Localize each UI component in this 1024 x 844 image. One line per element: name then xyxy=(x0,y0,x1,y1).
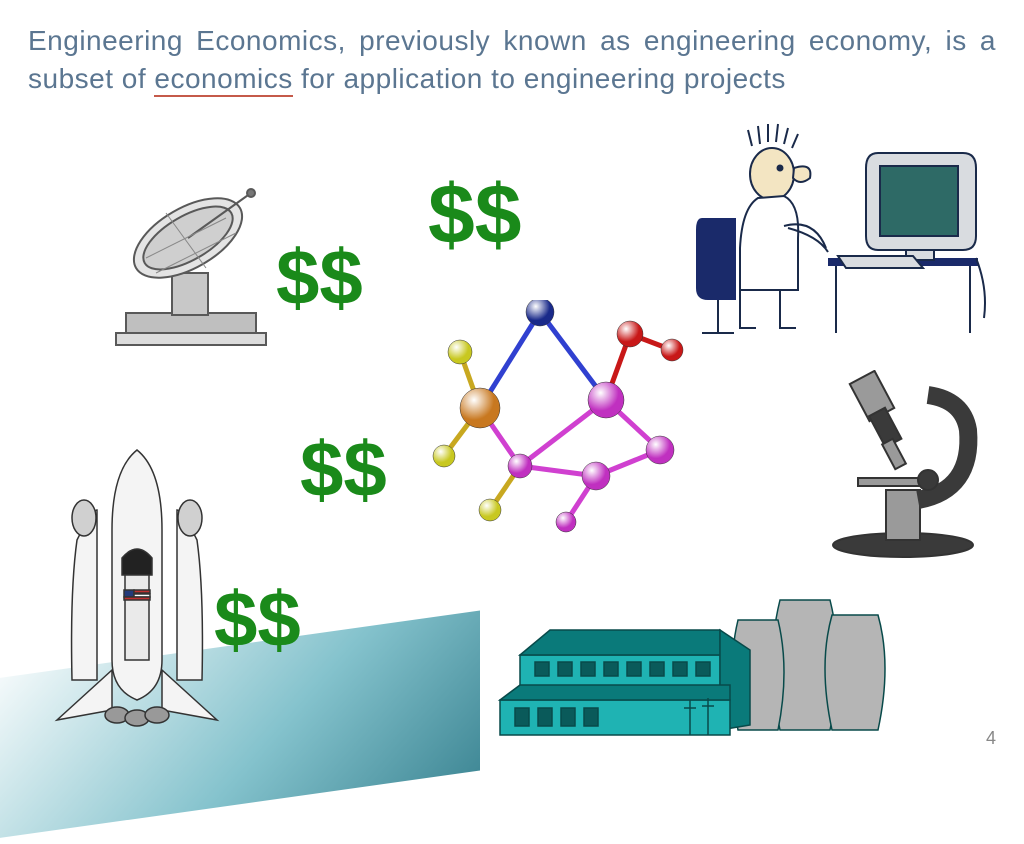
microscope-icon xyxy=(818,370,988,560)
slide-title: Engineering Economics, previously known … xyxy=(28,22,996,98)
dollar-sign-0: $$ xyxy=(428,172,521,256)
factory-icon xyxy=(480,560,900,750)
computer-user-icon xyxy=(688,118,988,338)
dollar-sign-2: $$ xyxy=(300,430,387,508)
title-post: for application to engineering projects xyxy=(293,63,786,94)
title-underlined: economics xyxy=(154,63,292,97)
page-number: 4 xyxy=(986,728,996,749)
space-shuttle-icon xyxy=(42,440,232,740)
satellite-dish-icon xyxy=(96,178,296,348)
molecule-icon xyxy=(420,300,700,540)
